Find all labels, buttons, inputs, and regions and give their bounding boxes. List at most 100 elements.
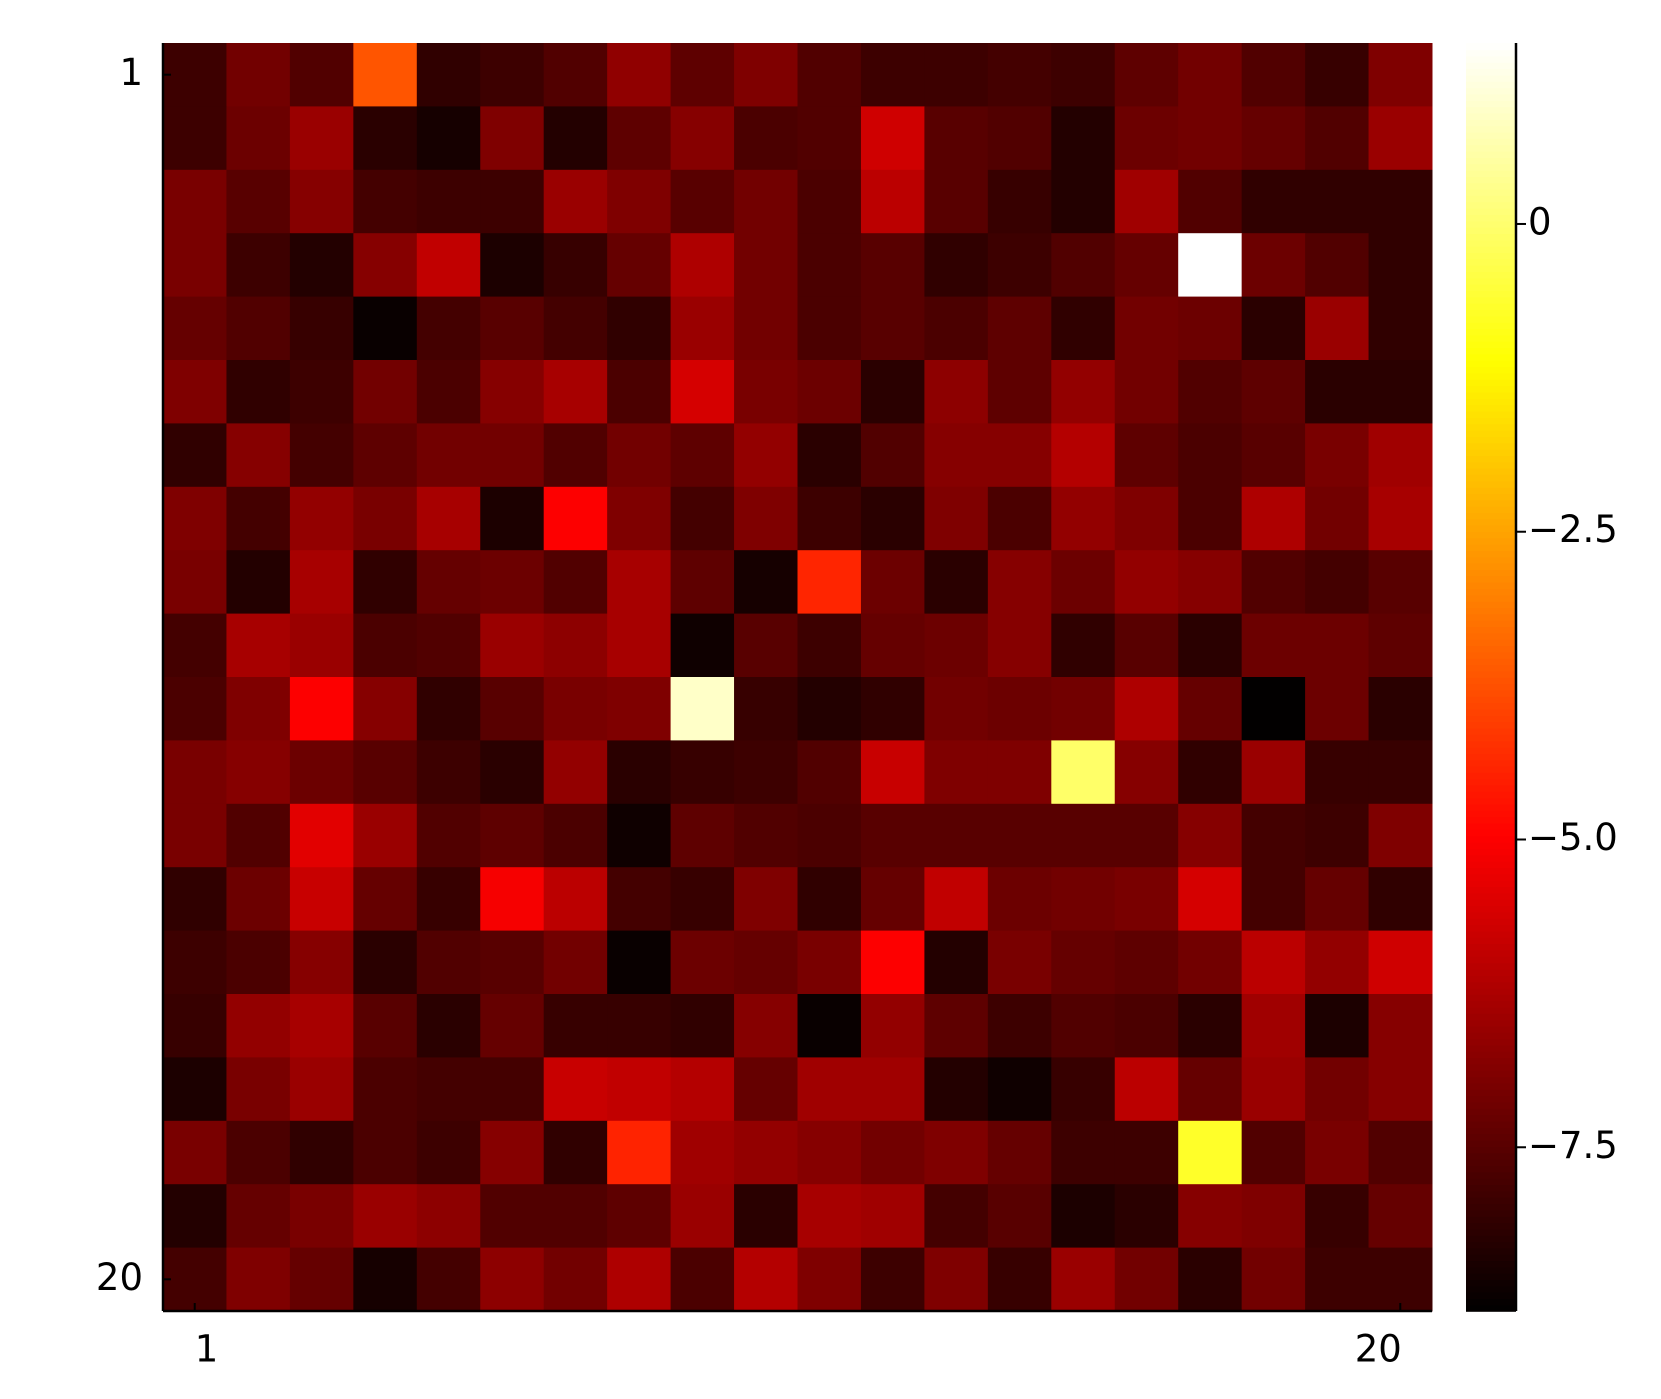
colorbar-step [1466,727,1516,735]
heat-cell [607,677,672,741]
heat-cell [353,1120,418,1185]
colorbar-step [1466,987,1516,995]
heat-cell [670,740,735,805]
heat-cell [987,677,1052,741]
heat-cell [480,930,545,995]
heat-cell [987,233,1052,298]
colorbar-step [1466,581,1516,590]
colorbar-step [1466,188,1516,196]
heat-cell [1305,106,1370,171]
colorbar-step [1466,1203,1516,1211]
heat-cell [734,43,798,107]
colorbar-step [1466,943,1516,951]
heat-cell [480,994,545,1058]
heat-cell [1178,803,1243,868]
heat-cell [289,423,354,488]
colorbar-step [1466,1247,1516,1255]
heat-cell [1114,867,1179,932]
heat-cell [607,550,672,615]
heat-cell [1368,1247,1433,1312]
heat-cell [1051,994,1116,1058]
heat-cell [1051,550,1116,615]
colorbar-step [1466,252,1516,260]
heat-cell [924,233,989,298]
heat-cell [987,296,1052,361]
colorbar-step [1466,1070,1516,1078]
colorbar-step [1466,1215,1516,1224]
heat-cell [543,1120,608,1185]
heat-cell [1114,1247,1179,1312]
heat-cell [987,1120,1052,1185]
heat-cell [416,106,481,171]
heat-cell [416,1057,481,1122]
heat-cell [924,296,989,361]
colorbar-step [1466,683,1516,691]
colorbar-step [1466,1044,1516,1052]
colorbar-step [1466,879,1516,888]
colorbar-step [1466,1228,1516,1236]
heat-cell [860,677,925,741]
heat-cell [163,930,227,995]
heat-cell [1305,994,1370,1058]
colorbar-step [1466,448,1516,456]
heat-cell [860,360,925,424]
heat-cell [1241,233,1306,298]
heat-cell [1241,360,1306,424]
heat-cell [670,169,735,234]
heat-cell [1305,1120,1370,1185]
heat-cell [226,740,291,805]
heat-cell [353,613,418,678]
colorbar-step [1466,664,1516,672]
colorbar-step [1466,131,1516,139]
colorbar-step [1466,328,1516,336]
colorbar-step [1466,677,1516,685]
heat-cell [1241,423,1306,488]
heat-cell [670,994,735,1058]
colorbar-step [1466,1032,1516,1040]
heat-cell [289,296,354,361]
heat-cell [1241,994,1306,1058]
heat-cell [480,486,545,551]
colorbar-step [1466,93,1516,101]
heat-cell [353,486,418,551]
heat-cell [480,803,545,868]
heat-cell [670,423,735,488]
colorbar-step [1466,949,1516,957]
colorbar-step [1466,1051,1516,1059]
heat-cell [416,803,481,868]
heat-cell [1178,106,1243,171]
heat-cell [1368,296,1433,361]
heat-cell [860,1057,925,1122]
heat-cell [1241,677,1306,741]
heat-cell [1178,360,1243,424]
heat-cell [416,930,481,995]
colorbar-step [1466,974,1516,983]
heat-cell [543,1247,608,1312]
heat-cell [1114,803,1179,868]
colorbar-step [1466,924,1516,932]
heat-cell [480,360,545,424]
heat-cell [797,1057,862,1122]
heat-cell [607,994,672,1058]
colorbar-step [1466,1253,1516,1262]
colorbar-step [1466,829,1516,837]
colorbar-step [1466,486,1516,494]
colorbar-step [1466,214,1516,222]
x-tick-label: 1 [195,1328,219,1371]
heat-cell [1241,550,1306,615]
heat-cell [987,1247,1052,1312]
heat-cell [987,106,1052,171]
colorbar-step [1466,309,1516,317]
heat-cell [1051,296,1116,361]
heat-cell [1241,169,1306,234]
heat-cell [987,169,1052,234]
heat-cell [924,740,989,805]
heat-cell [1051,169,1116,234]
heat-cell [1305,1057,1370,1122]
colorbar-step [1466,1127,1516,1135]
heat-cell [860,1247,925,1312]
heat-cell [289,360,354,424]
heat-cell [924,1120,989,1185]
colorbar-step [1466,233,1516,241]
